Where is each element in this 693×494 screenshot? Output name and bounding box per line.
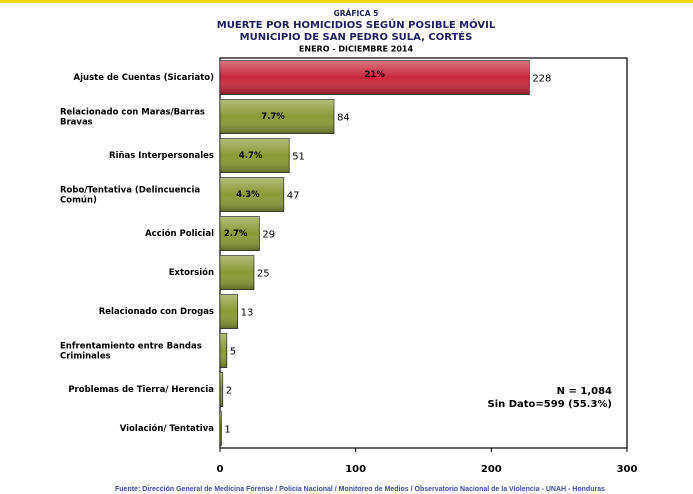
value-label: 51: [292, 152, 305, 163]
y-tick-label: Relacionado con Drogas: [99, 307, 214, 317]
value-label: 2: [226, 386, 232, 397]
top-border: [0, 0, 693, 3]
value-label: 29: [262, 230, 275, 241]
bar-shade: [220, 411, 222, 446]
y-tick-label: Enfrentamiento entre Bandas Criminales: [60, 341, 205, 361]
source: Fuente: Dirección General de Medicina Fo…: [115, 486, 605, 493]
label-line: Bravas: [60, 117, 93, 127]
label-line: Robo/Tentativa (Delincuencia: [60, 185, 203, 195]
value-label: 84: [337, 113, 350, 124]
period: ENERO - DICIEMBRE 2014: [299, 45, 414, 54]
percent-label: 21%: [364, 70, 385, 80]
y-tick-label: Extorsión: [169, 267, 214, 278]
percent-label: 4.7%: [239, 151, 263, 161]
percent-label: 2.7%: [224, 229, 248, 239]
label-line: Relacionado con Maras/Barras: [60, 107, 208, 117]
plot-area: [219, 57, 628, 449]
value-label: 5: [230, 347, 236, 358]
label-line: Enfrentamiento entre Bandas: [60, 341, 205, 351]
value-label: 13: [241, 308, 254, 319]
percent-label: 4.3%: [236, 190, 260, 200]
annotation: Sin Dato=599 (55.3%): [488, 399, 613, 410]
value-label: 1: [224, 425, 230, 436]
bar-shade: [220, 294, 238, 329]
y-tick-label: Violación/ Tentativa: [120, 423, 215, 434]
y-tick-label: Relacionado con Maras/Barras Bravas: [60, 107, 208, 127]
subtitle: MUNICIPIO DE SAN PEDRO SULA, CORTÉS: [240, 30, 473, 43]
value-label: 47: [287, 191, 300, 202]
y-tick-label: Acción Policial: [145, 228, 214, 239]
supertitle: GRÁFICA 5: [334, 9, 379, 18]
label-line: Común): [60, 195, 97, 205]
chart-title: MUERTE POR HOMICIDIOS SEGÚN POSIBLE MÓVI…: [217, 18, 496, 31]
bar-shade: [220, 372, 223, 407]
bar-shade: [220, 177, 284, 212]
bar-shade: [220, 333, 227, 368]
y-tick-label: Ajuste de Cuentas (Sicariato): [74, 73, 215, 83]
x-tick-label: 0: [217, 464, 224, 475]
y-tick-label: Problemas de Tierra/ Herencia: [68, 385, 214, 395]
x-tick-label: 300: [617, 464, 638, 475]
x-tick-label: 100: [345, 464, 366, 475]
bar-shade: [220, 60, 530, 95]
y-tick-label: Riñas Interpersonales: [109, 151, 214, 161]
annotation: N = 1,084: [557, 386, 612, 397]
value-label: 25: [257, 269, 270, 280]
percent-label: 7.7%: [261, 112, 285, 122]
y-tick-label: Robo/Tentativa (Delincuencia Común): [60, 185, 203, 205]
bar-shade: [220, 216, 260, 251]
value-label: 228: [532, 74, 551, 85]
bar-shade: [220, 99, 334, 134]
x-tick-label: 200: [481, 464, 502, 475]
bar-shade: [220, 255, 254, 290]
label-line: Criminales: [60, 351, 111, 361]
bar-shade: [220, 138, 290, 173]
